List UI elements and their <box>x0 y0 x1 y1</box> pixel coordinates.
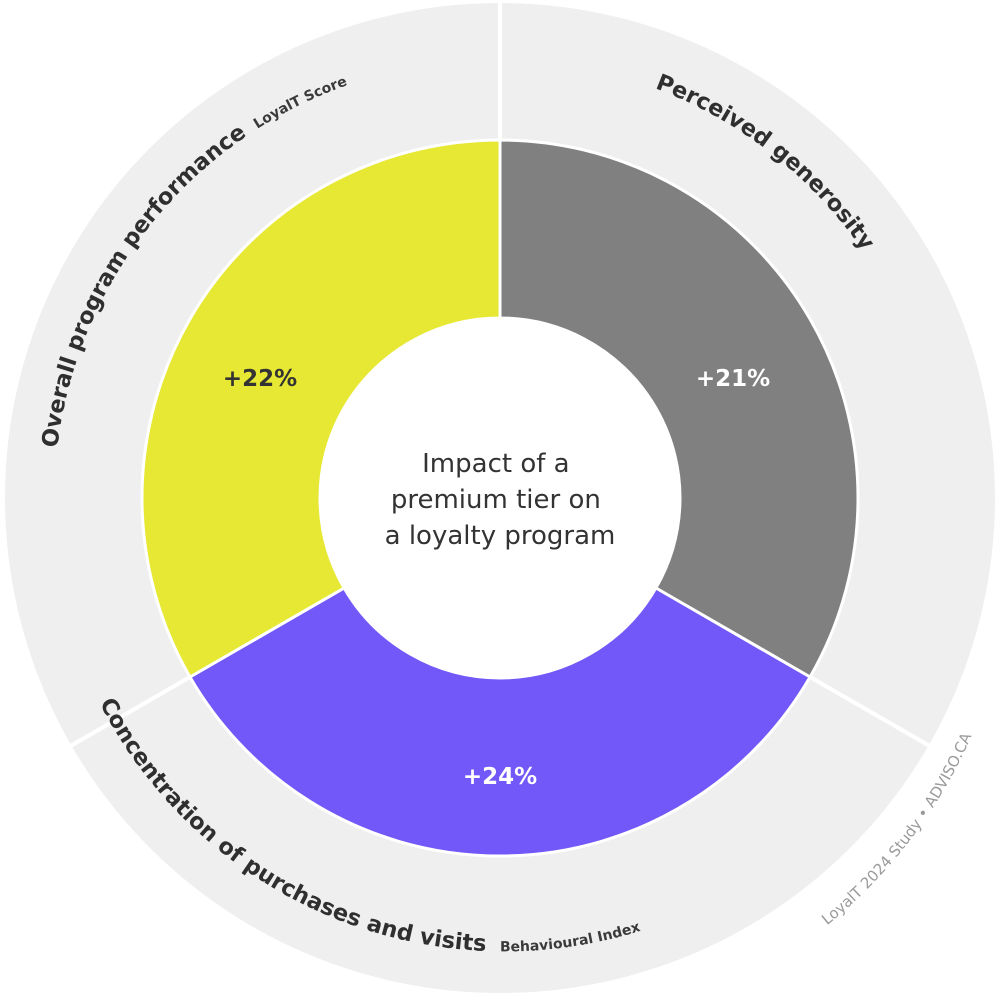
segment-value-label-performance: +22% <box>223 366 297 392</box>
center-title-line-3: a loyalty program <box>385 521 616 551</box>
center-hole <box>320 318 680 678</box>
inner-segments <box>140 138 860 858</box>
center-title-line-1: Impact of a <box>422 449 569 479</box>
segment-value-label-generosity: +21% <box>696 366 770 392</box>
center-title-line-2: premium tier on <box>391 485 601 515</box>
center-title: Impact of a premium tier on a loyalty pr… <box>385 449 616 551</box>
segment-value-label-concentration: +24% <box>463 764 537 790</box>
